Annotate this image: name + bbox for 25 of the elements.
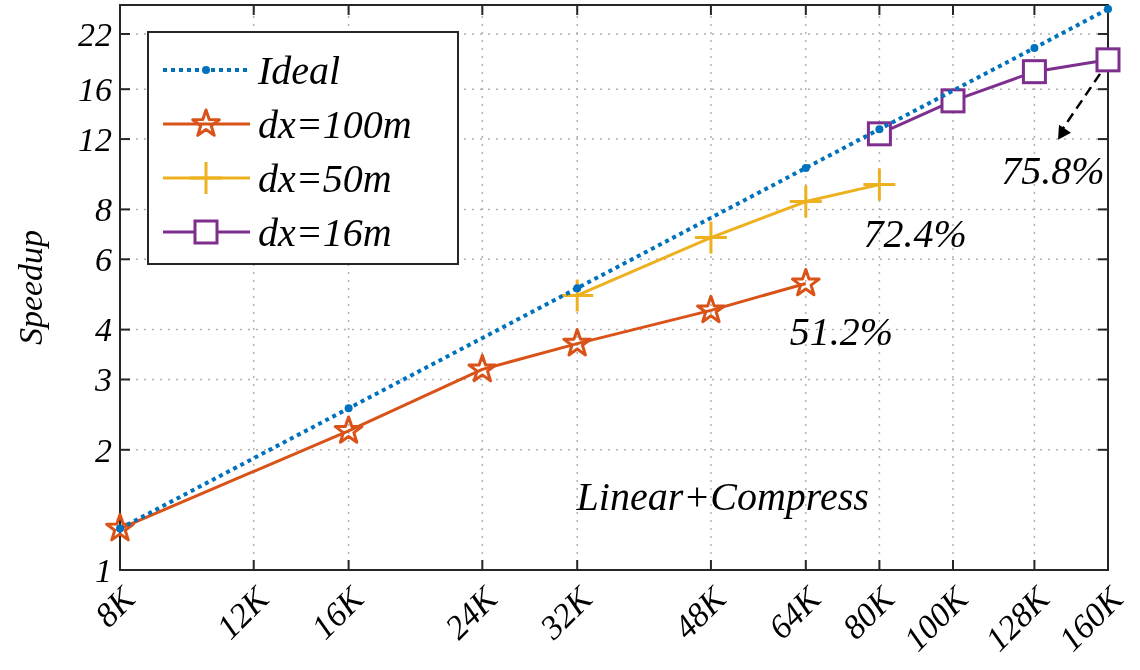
y-axis-title: Speedup bbox=[12, 229, 49, 346]
x-tick-label: 24K bbox=[437, 577, 506, 646]
y-tick-label: 22 bbox=[78, 15, 112, 53]
annotation: 75.8% bbox=[1001, 147, 1105, 193]
legend-label: Ideal bbox=[257, 48, 341, 93]
y-tick-label: 4 bbox=[95, 311, 112, 349]
y-tick-label: 6 bbox=[95, 241, 112, 279]
x-tick-label: 16K bbox=[304, 577, 373, 646]
y-tick-label: 3 bbox=[94, 361, 112, 399]
legend-label: dx=16m bbox=[258, 210, 392, 255]
x-tick-label: 48K bbox=[666, 577, 735, 646]
legend-label: dx=50m bbox=[258, 156, 392, 201]
legend-label: dx=100m bbox=[258, 102, 412, 147]
x-tick-label: 80K bbox=[834, 577, 903, 646]
y-tick-label: 12 bbox=[78, 120, 112, 158]
x-tick-label: 32K bbox=[532, 577, 601, 647]
x-tick-label: 12K bbox=[209, 577, 278, 646]
annotation: 72.4% bbox=[863, 210, 967, 256]
annotation: Linear+Compress bbox=[575, 474, 869, 519]
annotation: 51.2% bbox=[789, 309, 894, 355]
y-tick-label: 8 bbox=[95, 191, 112, 229]
y-tick-label: 2 bbox=[95, 431, 112, 469]
y-tick-label: 16 bbox=[78, 71, 112, 109]
y-tick-label: 1 bbox=[95, 551, 112, 589]
x-tick-label: 64K bbox=[761, 577, 830, 646]
